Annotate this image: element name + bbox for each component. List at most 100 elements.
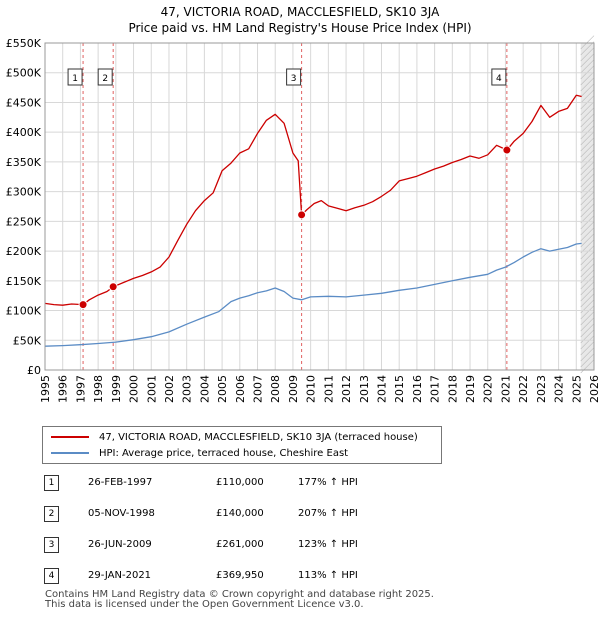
sale-point [78, 300, 88, 310]
sale-marker-number: 4 [496, 74, 502, 84]
forecast-hatch [580, 347, 595, 362]
price-chart: £0 £50K £100K £150K £200K £250K £300K £350K £400… [6, 35, 600, 403]
x-tick-label: 2011 [322, 375, 335, 403]
y-tick-label: £400K [6, 126, 42, 139]
plot-area [45, 43, 594, 370]
sale-marker-box [286, 68, 302, 86]
x-tick-label: 2003 [181, 375, 194, 403]
legend-item-hpi: HPI: Average price, terraced house, Ches… [51, 446, 348, 460]
forecast-hatch [580, 167, 595, 182]
sale-price: £110,000 [216, 477, 264, 488]
sale-hpi-change: 123% ↑ HPI [298, 539, 358, 550]
x-tick-label: 2006 [234, 375, 247, 403]
x-tick-label: 2009 [287, 375, 300, 403]
x-tick-label: 1998 [92, 375, 105, 403]
forecast-hatch [580, 107, 595, 122]
footer: Contains HM Land Registry data © Crown c… [45, 590, 434, 610]
sale-marker-box [97, 68, 113, 86]
sale-point [108, 282, 118, 292]
forecast-hatch [580, 209, 595, 224]
y-tick-label: £500K [6, 67, 42, 80]
chart-title: 47, VICTORIA ROAD, MACCLESFIELD, SK10 3J… [160, 5, 440, 19]
forecast-hatch [580, 143, 595, 158]
forecast-hatch [580, 335, 595, 350]
x-tick-label: 2025 [570, 375, 583, 403]
x-tick-label: 2002 [163, 375, 176, 403]
sale-point [502, 145, 512, 155]
forecast-hatch [580, 245, 595, 260]
sale-date: 29-JAN-2021 [88, 570, 152, 581]
x-tick-label: 1999 [110, 375, 123, 403]
forecast-hatch [580, 113, 595, 128]
x-tick-label: 2005 [216, 375, 229, 403]
forecast-hatch [580, 83, 595, 98]
forecast-hatch [580, 89, 595, 104]
x-tick-label: 2007 [252, 375, 265, 403]
x-tick-label: 2021 [499, 375, 512, 403]
x-tick-label: 2018 [446, 375, 459, 403]
forecast-hatch [580, 287, 595, 302]
forecast-hatch [580, 101, 595, 116]
forecast-hatch [580, 47, 595, 62]
y-tick-label: £300K [6, 186, 42, 199]
y-tick-label: £350K [6, 156, 42, 169]
sale-number: 3 [44, 537, 59, 553]
y-tick-label: £200K [6, 245, 42, 258]
forecast-hatch [580, 197, 595, 212]
legend: 47, VICTORIA ROAD, MACCLESFIELD, SK10 3J… [42, 426, 442, 464]
sale-number: 4 [44, 568, 59, 584]
sale-marker-number: 2 [102, 74, 108, 84]
y-tick-label: £550K [6, 37, 42, 50]
sale-number: 2 [44, 506, 59, 522]
sale-hpi-change: 207% ↑ HPI [298, 508, 358, 519]
forecast-hatch [580, 203, 595, 218]
forecast-hatch [580, 233, 595, 248]
sale-marker-box [491, 68, 507, 86]
forecast-hatch [580, 317, 595, 332]
forecast-hatch [580, 71, 595, 86]
sale-hpi-change: 113% ↑ HPI [298, 570, 358, 581]
property-price-line [44, 94, 582, 306]
x-tick-label: 2024 [553, 375, 566, 403]
legend-item-property: 47, VICTORIA ROAD, MACCLESFIELD, SK10 3J… [51, 430, 418, 444]
chart-subtitle: Price paid vs. HM Land Registry's House … [128, 21, 472, 35]
forecast-hatch [580, 41, 595, 56]
forecast-hatch [580, 191, 595, 206]
x-tick-label: 2019 [464, 375, 477, 403]
y-tick-label: £450K [6, 96, 42, 109]
forecast-hatch [580, 185, 595, 200]
sale-point [297, 210, 307, 220]
forecast-hatch [580, 353, 595, 368]
plot-frame [44, 42, 595, 371]
x-tick-label: 2023 [535, 375, 548, 403]
sale-date: 05-NOV-1998 [88, 508, 155, 519]
x-tick-label: 2026 [588, 375, 600, 403]
forecast-hatch [580, 263, 595, 278]
y-tick-label: £50K [13, 334, 42, 347]
x-tick-label: 1996 [57, 375, 70, 403]
forecast-hatch [580, 257, 595, 272]
sale-marker-box [67, 68, 83, 86]
forecast-hatch [580, 251, 595, 266]
x-tick-label: 2015 [393, 375, 406, 403]
forecast-shading [580, 43, 594, 370]
y-tick-label: £250K [6, 215, 42, 228]
x-tick-label: 2016 [411, 375, 424, 403]
forecast-hatch [580, 275, 595, 290]
x-tick-label: 2000 [128, 375, 141, 403]
forecast-hatch [580, 305, 595, 320]
forecast-hatch [580, 173, 595, 188]
forecast-hatch [580, 77, 595, 92]
forecast-hatch [580, 281, 595, 296]
x-tick-label: 2012 [340, 375, 353, 403]
forecast-hatch [580, 215, 595, 230]
legend-swatch-hpi [51, 452, 89, 454]
forecast-hatch [580, 329, 595, 344]
legend-swatch-property [51, 436, 89, 438]
forecast-hatch [580, 137, 595, 152]
x-tick-label: 1995 [39, 375, 52, 403]
x-tick-label: 2013 [358, 375, 371, 403]
hpi-line [44, 242, 582, 347]
forecast-hatch [580, 323, 595, 338]
x-tick-label: 2004 [198, 375, 211, 403]
